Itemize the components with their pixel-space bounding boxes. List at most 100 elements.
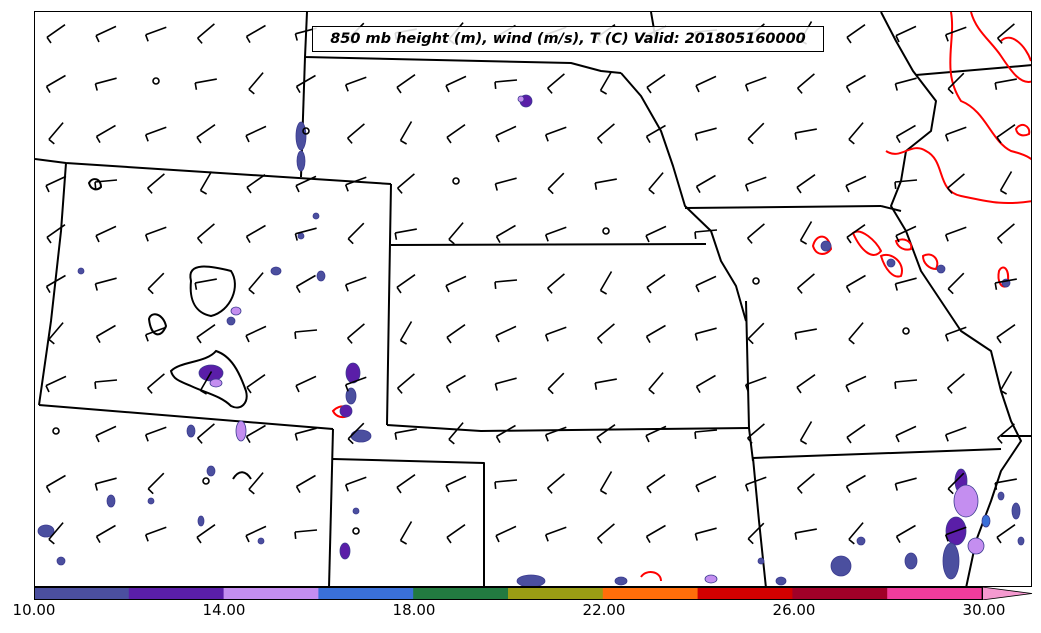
wind-barb [196,23,215,44]
wind-barb [796,374,816,394]
wind-barb [996,23,1015,44]
wind-barb [544,126,567,142]
wind-barb [848,322,864,345]
height-contour [169,349,248,409]
wind-barb [144,126,167,142]
state-border-ar-north [752,448,1002,459]
wind-barb [95,124,116,143]
wind-barb [946,373,965,394]
wind-barb [944,226,967,242]
wind-barb [846,224,866,244]
wind-barb [947,272,965,295]
wind-barb [996,423,1015,444]
wind-barb [894,477,917,491]
wind-barb [999,171,1013,195]
colorbar-segment [34,587,130,600]
wind-barb [448,222,464,245]
temperature-contours [331,12,1031,582]
wind-barb [799,421,813,445]
wind-barb [996,124,1016,144]
wind-barb [396,74,416,94]
wind-barb [648,172,664,195]
wind-barb [196,223,215,244]
wind-barb [546,473,565,494]
wind-barb [494,377,517,391]
wind-barb [245,24,266,43]
state-border-ok-east [752,457,767,586]
shaded-cell [226,316,236,326]
wind-barb [646,274,666,294]
wind-barb [694,527,717,541]
shaded-cell [352,507,360,515]
state-border-ne-north [304,12,622,74]
wind-barb [344,176,367,192]
calm-wind-marker [302,127,310,135]
wind-barb [248,72,264,95]
shaded-cell [856,536,866,546]
wind-barb [394,428,417,440]
wind-barb [248,472,264,495]
wind-barb [645,524,666,543]
wind-barb [747,522,765,545]
wind-barb [45,375,67,393]
wind-barb [347,422,365,445]
wind-barb [344,76,367,92]
wind-barb [895,124,916,143]
height-contour [232,471,252,480]
wind-barb [494,479,518,489]
wind-barb [495,224,516,243]
wind-barb [796,473,815,494]
wind-barb [994,478,1017,490]
wind-barb [546,273,565,294]
wind-barb [245,424,266,443]
wind-barb [796,174,816,194]
wind-barb [846,24,866,44]
wind-barb [894,179,918,189]
wind-barb [445,475,467,493]
wind-barb [996,524,1016,544]
shaded-cell [1017,536,1025,546]
wind-barb [246,374,266,394]
shaded-cell [942,542,960,580]
shaded-cell [886,258,896,268]
wind-barb [694,327,717,341]
wind-barb [95,324,116,343]
wind-barb [346,123,365,144]
state-border-co-east [386,183,392,426]
wind-barb [196,324,216,344]
wind-barb [744,76,767,92]
calm-wind-marker [152,77,160,85]
temperature-contour [640,571,662,582]
colorbar-segment [697,587,793,600]
colorbar-tick-label: 14.00 [202,601,246,619]
wind-barb [396,373,415,394]
wind-barb [544,326,567,342]
colorbar-tick-label: 30.00 [962,601,1006,619]
wind-barb [399,321,413,345]
wind-barb [95,524,116,543]
wind-barb [746,423,765,444]
wind-barb [294,227,317,241]
wind-barb [46,224,66,244]
wind-barb [448,422,464,445]
shaded-cell [953,484,979,518]
shaded-cell [197,515,205,527]
wind-barb [744,376,767,392]
wind-barb [794,128,817,140]
shaded-field [37,94,1025,586]
wind-barb [594,178,617,190]
state-border-ks-north [390,243,707,246]
wind-barb [147,272,165,295]
wind-barb [599,71,613,95]
temperature-contour [949,12,1031,161]
wind-barb [495,125,517,143]
shaded-cell [1011,502,1021,520]
wind-barb [694,429,718,439]
wind-barb [944,26,967,42]
wind-barb [295,175,317,193]
wind-barb [196,124,216,144]
height-contour [189,265,236,318]
wind-barb [144,226,167,242]
wind-barb [495,525,517,543]
shaded-cell [316,270,326,282]
